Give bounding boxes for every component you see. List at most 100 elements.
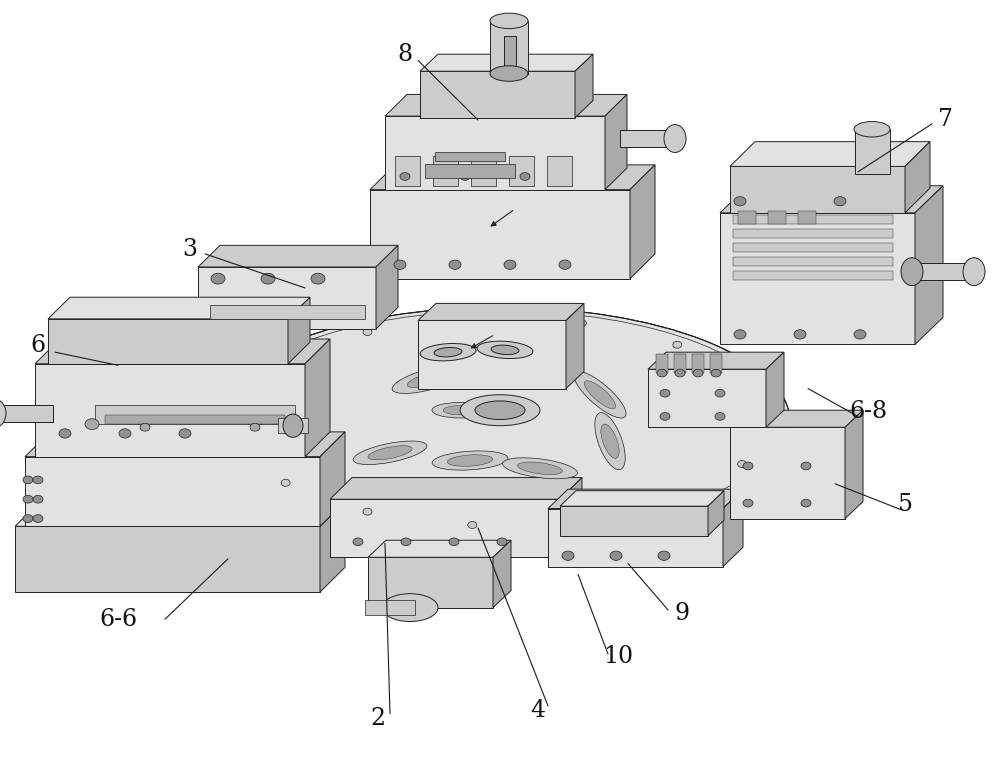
Polygon shape: [560, 506, 708, 536]
Circle shape: [715, 413, 725, 420]
Polygon shape: [560, 478, 582, 557]
Polygon shape: [413, 311, 423, 330]
Bar: [509, 156, 534, 186]
Polygon shape: [686, 334, 694, 354]
Polygon shape: [752, 365, 757, 386]
Circle shape: [577, 320, 586, 327]
Bar: [278, 418, 308, 433]
Polygon shape: [330, 327, 339, 346]
Circle shape: [658, 551, 670, 560]
Polygon shape: [368, 540, 511, 557]
Polygon shape: [777, 388, 780, 409]
Polygon shape: [548, 489, 743, 509]
Polygon shape: [547, 309, 557, 327]
Circle shape: [559, 260, 571, 269]
Polygon shape: [291, 340, 298, 359]
Polygon shape: [420, 54, 593, 71]
Polygon shape: [709, 342, 716, 362]
Polygon shape: [720, 213, 915, 344]
Polygon shape: [223, 384, 226, 405]
Polygon shape: [25, 432, 345, 457]
Text: 9: 9: [674, 601, 690, 625]
Circle shape: [577, 517, 586, 524]
Polygon shape: [548, 509, 723, 567]
Ellipse shape: [481, 359, 559, 384]
Polygon shape: [330, 499, 560, 557]
Polygon shape: [198, 267, 376, 329]
Polygon shape: [271, 348, 277, 368]
Circle shape: [140, 423, 150, 431]
Polygon shape: [747, 362, 752, 382]
Ellipse shape: [210, 307, 790, 536]
Bar: [733, 257, 893, 266]
Polygon shape: [365, 319, 375, 337]
Polygon shape: [505, 307, 516, 324]
Polygon shape: [214, 400, 215, 421]
Bar: [733, 243, 893, 252]
Polygon shape: [453, 308, 464, 326]
Text: 10: 10: [603, 645, 633, 668]
Polygon shape: [702, 340, 709, 359]
Polygon shape: [729, 351, 736, 372]
Polygon shape: [423, 310, 433, 328]
Polygon shape: [694, 337, 702, 357]
Circle shape: [236, 397, 245, 404]
Circle shape: [250, 423, 260, 431]
Polygon shape: [370, 190, 630, 279]
Ellipse shape: [491, 345, 519, 354]
Circle shape: [401, 538, 411, 546]
Ellipse shape: [963, 258, 985, 286]
Polygon shape: [384, 315, 394, 334]
Bar: [620, 130, 675, 147]
Circle shape: [460, 173, 470, 180]
Ellipse shape: [0, 399, 6, 427]
Circle shape: [363, 328, 372, 335]
Ellipse shape: [283, 414, 303, 437]
Bar: [768, 211, 786, 224]
Polygon shape: [464, 308, 474, 325]
Polygon shape: [560, 491, 724, 506]
Polygon shape: [320, 432, 345, 526]
Polygon shape: [218, 392, 220, 413]
Polygon shape: [742, 358, 747, 379]
Polygon shape: [678, 331, 686, 351]
Bar: [733, 271, 893, 280]
Text: 4: 4: [530, 699, 546, 722]
Polygon shape: [253, 358, 258, 379]
Polygon shape: [314, 331, 322, 351]
Polygon shape: [347, 322, 356, 341]
Bar: [105, 415, 285, 424]
Polygon shape: [606, 315, 616, 334]
Polygon shape: [915, 186, 943, 344]
Polygon shape: [230, 376, 234, 397]
Ellipse shape: [518, 462, 562, 474]
Polygon shape: [670, 329, 678, 348]
Text: 6: 6: [30, 334, 46, 358]
Ellipse shape: [353, 441, 427, 464]
Polygon shape: [306, 334, 314, 354]
Ellipse shape: [490, 13, 528, 29]
Ellipse shape: [475, 401, 525, 420]
Ellipse shape: [664, 125, 686, 152]
Polygon shape: [484, 307, 495, 324]
Bar: [656, 354, 668, 373]
Polygon shape: [723, 348, 729, 368]
Bar: [798, 211, 816, 224]
Polygon shape: [394, 313, 403, 332]
Circle shape: [673, 495, 682, 502]
Polygon shape: [376, 245, 398, 329]
Polygon shape: [495, 307, 505, 324]
Bar: [210, 305, 365, 319]
Circle shape: [59, 429, 71, 438]
Circle shape: [281, 479, 290, 486]
Circle shape: [23, 515, 33, 522]
Bar: [95, 405, 295, 424]
Bar: [733, 215, 893, 224]
Polygon shape: [35, 339, 330, 364]
Bar: [912, 263, 974, 280]
Polygon shape: [226, 380, 230, 401]
Polygon shape: [385, 116, 605, 190]
Bar: [425, 164, 515, 178]
Bar: [365, 600, 415, 615]
Polygon shape: [420, 71, 575, 118]
